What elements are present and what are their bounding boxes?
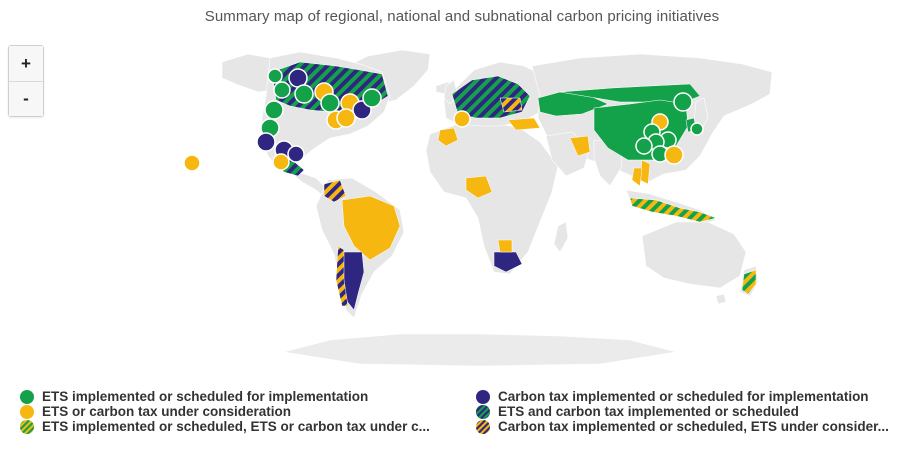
tax-consideration-swatch-icon <box>476 419 490 434</box>
legend-item-ets-consideration[interactable]: ETS implemented or scheduled, ETS or car… <box>20 419 476 434</box>
legend-label: ETS implemented or scheduled, ETS or car… <box>42 419 430 434</box>
australia <box>641 221 747 289</box>
ets-tax-swatch-icon <box>476 404 490 419</box>
consideration-swatch-icon <box>20 404 34 419</box>
ets-consideration-swatch-icon <box>20 419 34 434</box>
region-pakistan <box>569 135 591 157</box>
marker-ets <box>273 81 291 99</box>
marker-consideration <box>453 110 471 128</box>
marker-ets <box>362 88 382 108</box>
region-west-africa <box>465 175 493 199</box>
markers-layer <box>183 68 704 172</box>
tax-swatch-icon <box>476 389 490 404</box>
region-thailand <box>631 167 643 187</box>
region-brazil <box>341 195 401 261</box>
zoom-out-button[interactable]: - <box>9 81 43 116</box>
world-map-svg <box>183 49 773 367</box>
marker-ets <box>673 92 693 112</box>
ets-swatch-icon <box>20 389 34 404</box>
region-chile <box>335 245 349 307</box>
world-map[interactable] <box>140 38 780 370</box>
region-south-africa <box>493 251 523 273</box>
region-morocco <box>437 127 459 147</box>
tasmania <box>715 293 727 305</box>
map-title: Summary map of regional, national and su… <box>204 8 720 25</box>
marker-ets <box>267 68 283 84</box>
legend-label: ETS implemented or scheduled for impleme… <box>42 389 369 404</box>
marker-ets <box>320 93 340 113</box>
marker-consideration <box>664 145 684 165</box>
legend-item-tax-consideration[interactable]: Carbon tax implemented or scheduled, ETS… <box>476 419 916 434</box>
region-botswana <box>497 239 513 253</box>
region-indonesia <box>629 197 717 223</box>
marker-tax <box>287 145 305 163</box>
marker-consideration <box>336 108 356 128</box>
region-kazakhstan <box>559 83 701 105</box>
marker-ets <box>690 122 704 136</box>
madagascar <box>553 221 569 253</box>
legend: ETS implemented or scheduled for impleme… <box>20 389 920 434</box>
region-ukraine <box>499 97 523 113</box>
antarctica <box>283 333 677 367</box>
marker-consideration <box>272 153 290 171</box>
marker-tax <box>256 132 276 152</box>
marker-ets <box>264 100 284 120</box>
region-turkey <box>507 117 541 131</box>
alaska <box>221 53 273 93</box>
legend-label: Carbon tax implemented or scheduled for … <box>498 389 869 404</box>
legend-label: ETS and carbon tax implemented or schedu… <box>498 404 799 419</box>
legend-item-consideration[interactable]: ETS or carbon tax under consideration <box>20 404 476 419</box>
legend-item-tax[interactable]: Carbon tax implemented or scheduled for … <box>476 389 916 404</box>
zoom-in-button[interactable]: + <box>9 46 43 81</box>
region-colombia <box>323 179 347 203</box>
legend-item-ets-tax[interactable]: ETS and carbon tax implemented or schedu… <box>476 404 916 419</box>
legend-label: ETS or carbon tax under consideration <box>42 404 292 419</box>
marker-ets <box>294 84 314 104</box>
legend-label: Carbon tax implemented or scheduled, ETS… <box>498 419 889 434</box>
zoom-control: + - <box>8 45 44 117</box>
marker-ets <box>635 137 653 155</box>
legend-item-ets[interactable]: ETS implemented or scheduled for impleme… <box>20 389 476 404</box>
marker-consideration <box>183 154 201 172</box>
region-new-zealand <box>741 269 757 295</box>
